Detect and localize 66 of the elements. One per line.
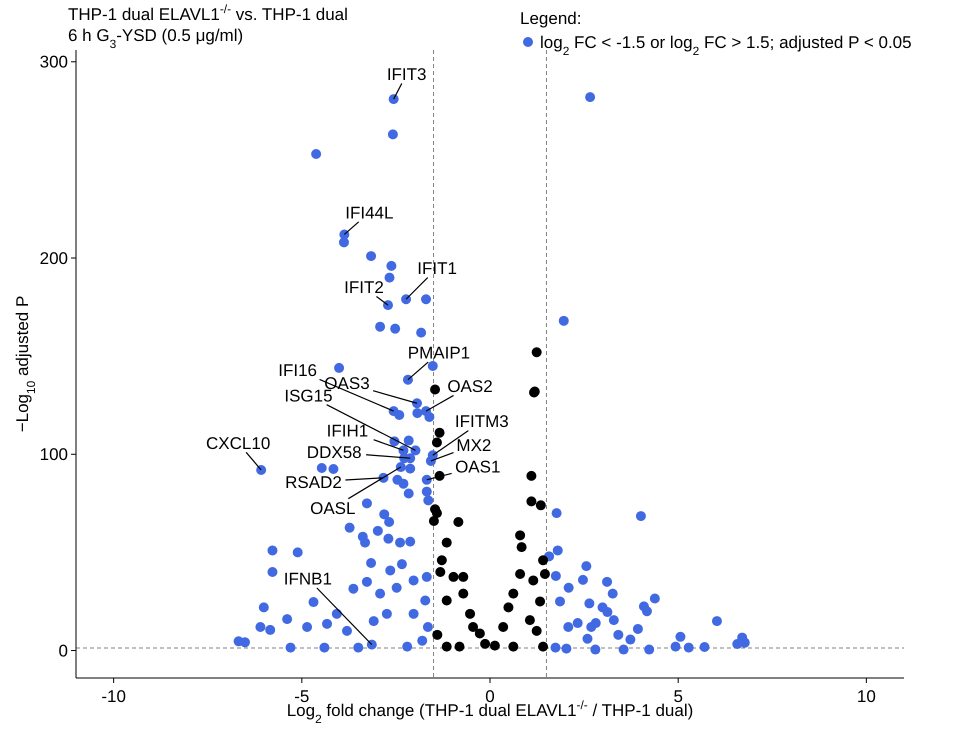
point: [515, 568, 526, 579]
point: [453, 516, 464, 527]
point: [428, 516, 439, 526]
point: [526, 470, 536, 481]
legend-label: log$_{2}$ FC < -1.5 or log$_{2}$ FC > 1.5; adjusted P < 0.05: [540, 33, 912, 58]
annotation: OAS1: [455, 458, 500, 477]
point: [430, 384, 440, 395]
point: [508, 642, 518, 652]
point: [508, 588, 518, 599]
point: [532, 626, 542, 636]
point: [458, 572, 468, 582]
x-tick-label: -10: [101, 687, 126, 706]
point: [516, 542, 527, 552]
y-tick-label: 200: [40, 248, 68, 268]
annotation: IFIT1: [417, 259, 457, 278]
annotation: PMAIP1: [408, 344, 470, 363]
point: [432, 508, 442, 518]
legend-title: Legend:: [520, 9, 582, 28]
annotation: CXCL10: [206, 434, 270, 453]
chart-title: THP-1 dual ELAVL1$^{-/-}$ vs. THP-1 dual: [68, 2, 348, 24]
point: [436, 555, 447, 566]
point: [465, 608, 476, 619]
point: [434, 428, 445, 438]
annotation: IFIT2: [344, 278, 384, 298]
chart-subtitle: 6 h G$_{3}$-YSD (0.5 μg/ml): [68, 26, 244, 51]
point: [448, 572, 458, 582]
y-tick-label: 300: [40, 52, 68, 72]
point: [532, 347, 542, 358]
annotation: OASL: [310, 498, 356, 518]
point: [435, 567, 446, 578]
annotation: IFIH1: [326, 421, 368, 440]
y-tick-label: 0: [58, 641, 68, 660]
point: [458, 588, 468, 599]
point: [540, 568, 550, 579]
y-tick-label: 100: [40, 445, 68, 464]
point: [503, 602, 514, 612]
annotation: IFI16: [278, 361, 318, 380]
point: [480, 638, 490, 649]
point: [432, 438, 442, 448]
annotation: DDX58: [306, 443, 362, 462]
x-tick-label: 5: [673, 687, 683, 706]
point: [474, 628, 485, 638]
point: [498, 622, 508, 632]
point: [490, 640, 500, 651]
annotation: RSAD2: [285, 472, 342, 492]
point: [524, 615, 535, 626]
point: [442, 595, 452, 606]
point: [468, 622, 478, 632]
point: [535, 596, 546, 606]
point: [442, 538, 452, 548]
annotation: MX2: [456, 436, 492, 455]
point: [538, 555, 548, 566]
annotation: IFNB1: [284, 570, 332, 589]
point: [526, 496, 536, 506]
point: [536, 500, 546, 510]
point: [538, 642, 548, 652]
point: [432, 630, 442, 640]
annotation: IFITM3: [454, 412, 509, 432]
x-tick-label: 10: [856, 687, 876, 706]
annotation: IFIT3: [386, 65, 426, 84]
annotation: OAS2: [447, 377, 493, 396]
annotation: IFI44L: [345, 203, 394, 222]
point: [454, 642, 465, 652]
point: [442, 642, 452, 652]
point: [528, 575, 538, 586]
point: [515, 530, 526, 540]
